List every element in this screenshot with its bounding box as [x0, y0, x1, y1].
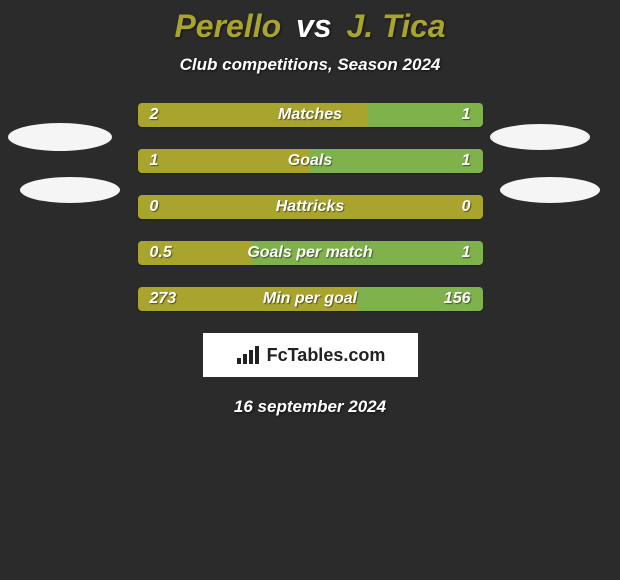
bar-left [138, 195, 483, 219]
stat-row: 11Goals [138, 149, 483, 173]
avatar-right [500, 177, 600, 203]
stat-row: 21Matches [138, 103, 483, 127]
stat-row: 273156Min per goal [138, 287, 483, 311]
value-left: 273 [150, 287, 177, 311]
value-right: 0 [462, 195, 471, 219]
bar-right [252, 241, 482, 265]
comparison-title: Perello vs J. Tica [0, 0, 620, 45]
stat-row: 00Hattricks [138, 195, 483, 219]
stat-row: 0.51Goals per match [138, 241, 483, 265]
value-right: 1 [462, 149, 471, 173]
value-left: 2 [150, 103, 159, 127]
player-left-name: Perello [174, 8, 281, 44]
value-left: 0.5 [150, 241, 172, 265]
player-right-name: J. Tica [347, 8, 446, 44]
bar-left [138, 149, 311, 173]
bar-chart-icon [235, 344, 261, 366]
value-right: 1 [462, 241, 471, 265]
stat-rows-container: 21Matches11Goals00Hattricks0.51Goals per… [138, 103, 483, 311]
date-line: 16 september 2024 [0, 397, 620, 417]
avatar-left [8, 123, 112, 151]
value-right: 156 [444, 287, 471, 311]
value-right: 1 [462, 103, 471, 127]
logo-box: FcTables.com [203, 333, 418, 377]
vs-text: vs [296, 8, 332, 44]
avatar-right [490, 124, 590, 150]
bar-right [310, 149, 483, 173]
chart-area: 21Matches11Goals00Hattricks0.51Goals per… [0, 103, 620, 311]
avatar-left [20, 177, 120, 203]
bar-left [138, 103, 368, 127]
value-left: 0 [150, 195, 159, 219]
subtitle: Club competitions, Season 2024 [0, 55, 620, 75]
logo-text: FcTables.com [267, 345, 386, 366]
value-left: 1 [150, 149, 159, 173]
